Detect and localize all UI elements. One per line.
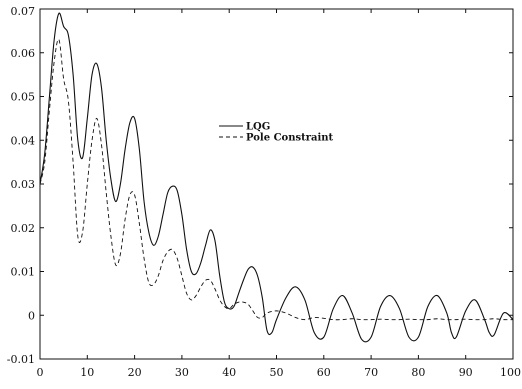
- x-tick-label: 80: [411, 366, 425, 379]
- x-tick-label: 30: [175, 366, 189, 379]
- y-tick-label: 0.07: [11, 5, 36, 18]
- x-tick-label: 100: [500, 366, 521, 379]
- y-tick-label: 0.06: [11, 47, 36, 60]
- x-tick-label: 60: [317, 366, 331, 379]
- legend-label-pole-constraint: Pole Constraint: [246, 133, 334, 144]
- tick-labels-layer: 0 10 20 30 40 50 60 70 80 90 100-0.0100.010.020.03…: [7, 5, 521, 379]
- ticks-layer: [39, 8, 514, 360]
- y-tick-label: 0.05: [11, 91, 36, 104]
- x-tick-label: 40: [222, 366, 236, 379]
- x-tick-label: 90: [459, 366, 473, 379]
- x-tick-label: 70: [364, 366, 378, 379]
- y-tick-label: 0.04: [11, 134, 36, 147]
- y-tick-label: 0.03: [11, 178, 36, 191]
- y-tick-label: 0: [28, 309, 35, 322]
- series-layer: [39, 12, 514, 343]
- y-tick-label: 0.02: [11, 222, 36, 235]
- x-tick-label: 50: [270, 366, 284, 379]
- plot-frame: [39, 8, 514, 360]
- series-line-pole-constraint: [39, 38, 514, 321]
- y-tick-label: 0.01: [11, 266, 36, 279]
- series-line-lqg: [39, 12, 514, 343]
- y-tick-label: -0.01: [7, 353, 35, 366]
- x-tick-label: 0: [37, 366, 44, 379]
- legend-label-lqg: LQG: [246, 122, 270, 133]
- x-tick-label: 10: [80, 366, 94, 379]
- x-tick-label: 20: [128, 366, 142, 379]
